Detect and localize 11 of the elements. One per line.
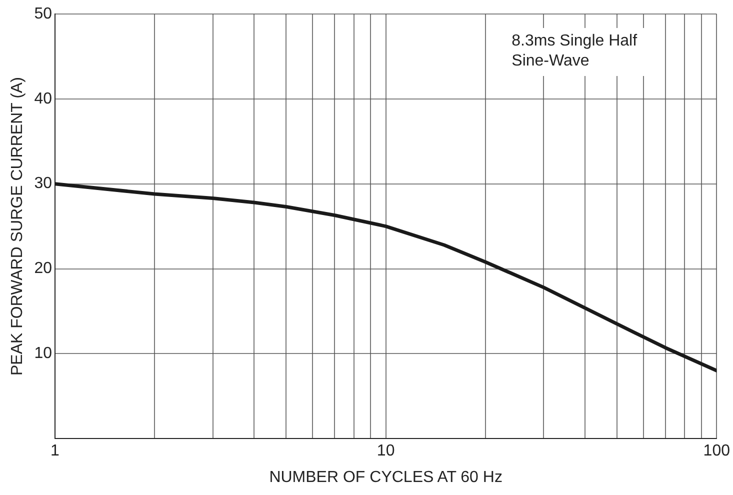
annotation: 8.3ms Single Half Sine-Wave bbox=[512, 32, 638, 70]
y-tick-label: 20 bbox=[34, 260, 52, 278]
y-tick-label: 30 bbox=[34, 175, 52, 192]
x-tick-label: 100 bbox=[703, 442, 730, 460]
x-axis-title: NUMBER OF CYCLES AT 60 Hz bbox=[269, 468, 502, 486]
x-tick-label: 1 bbox=[50, 442, 60, 460]
y-tick-label: 10 bbox=[34, 345, 52, 362]
y-tick-label: 50 bbox=[34, 5, 52, 22]
x-tick-label: 10 bbox=[376, 442, 395, 460]
y-axis-title: PEAK FORWARD SURGE CURRENT (A) bbox=[9, 77, 26, 376]
y-tick-label: 40 bbox=[34, 90, 52, 108]
